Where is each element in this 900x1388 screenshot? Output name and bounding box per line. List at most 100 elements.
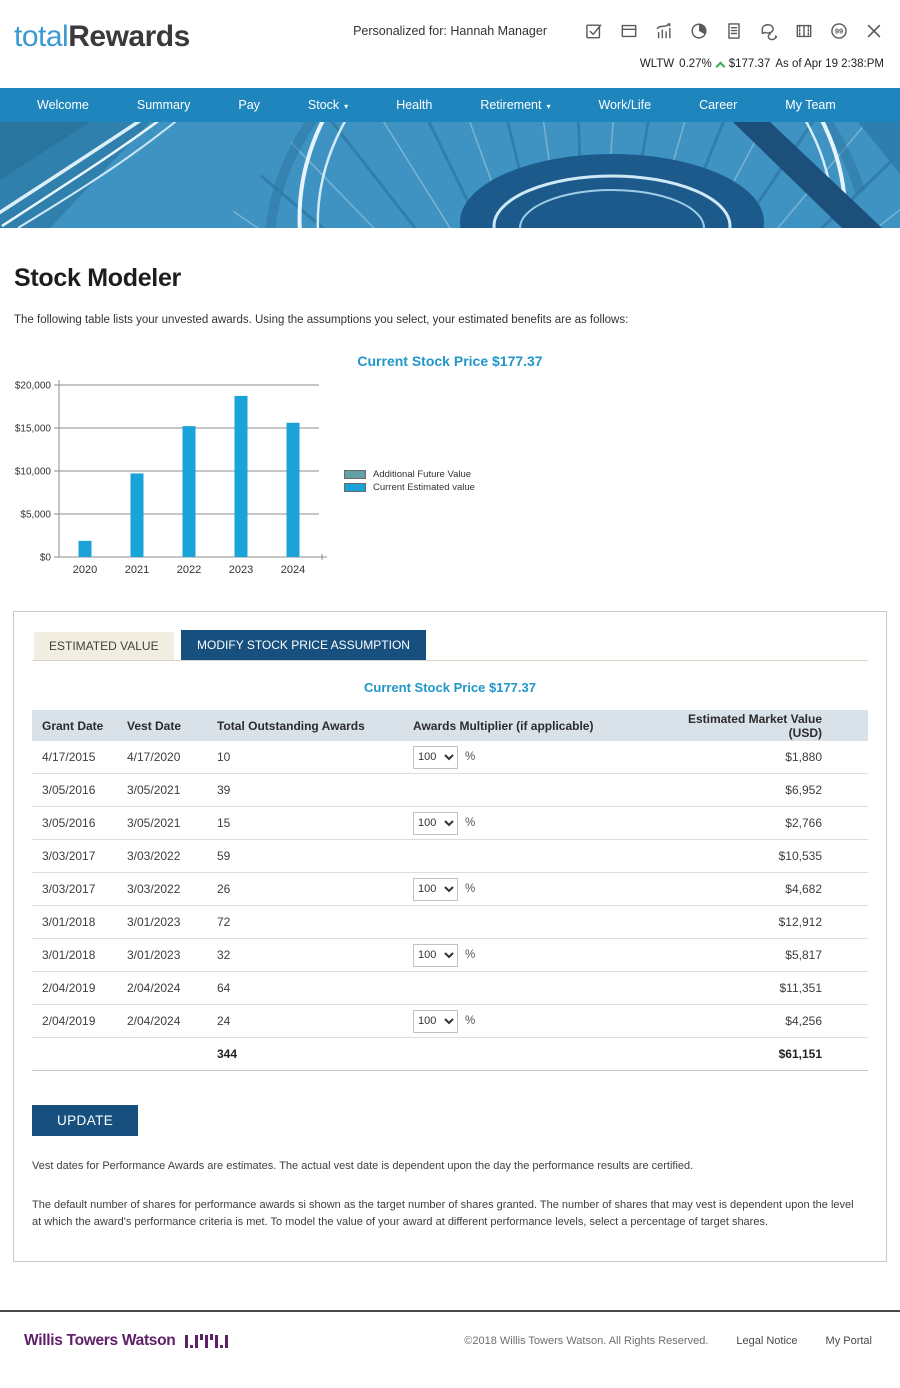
pie-chart-icon[interactable]	[688, 20, 709, 41]
percent-label: %	[465, 883, 476, 895]
stock-chart: $0 $5,000 $10,000 $15,000 $20,000 2020 2021 202…	[14, 377, 900, 589]
personalized-for: Personalized for: Hannah Manager	[353, 24, 547, 38]
table-row: 4/17/2015 4/17/2020 10 100% $1,880	[32, 741, 868, 774]
top-header: totalRewards Personalized for: Hannah Ma…	[0, 0, 900, 88]
up-arrow-icon	[715, 61, 726, 71]
film-strip-icon[interactable]	[793, 20, 814, 41]
ticker-price: $177.37	[728, 58, 771, 70]
nav-item-label: My Team	[785, 98, 836, 112]
nav-item-label: Work/Life	[598, 98, 652, 112]
total-awards-cell: 344	[217, 1047, 238, 1061]
chat-icon[interactable]	[758, 20, 779, 41]
wtw-bars-icon	[185, 1334, 229, 1349]
grant-date-cell: 2/04/2019	[42, 981, 96, 995]
grant-date-cell: 4/17/2015	[42, 750, 96, 764]
market-value-cell: $2,766	[785, 816, 822, 830]
awards-cell: 26	[217, 882, 231, 896]
nav-item-label: Pay	[238, 98, 260, 112]
multiplier-cell: 100%	[413, 811, 665, 835]
nav-item-health[interactable]: Health	[372, 88, 456, 122]
total-rewards-logo[interactable]: totalRewards	[14, 20, 190, 54]
vest-date-cell: 3/01/2023	[127, 948, 181, 962]
svg-text:$0: $0	[40, 553, 52, 564]
vest-date-cell: 4/17/2020	[127, 750, 181, 764]
awards-multiplier-select[interactable]: 100	[413, 877, 458, 901]
percent-label: %	[465, 1015, 476, 1027]
logo-total-text: total	[14, 20, 69, 53]
grant-date-cell: 3/01/2018	[42, 948, 96, 962]
nav-item-welcome[interactable]: Welcome	[13, 88, 113, 122]
percent-label: %	[465, 751, 476, 763]
brand-text: Willis Towers Watson	[24, 1332, 176, 1350]
svg-text:$20,000: $20,000	[15, 381, 52, 392]
awards-cell: 72	[217, 915, 231, 929]
multiplier-cell: 100%	[413, 877, 665, 901]
update-button[interactable]: UPDATE	[32, 1105, 139, 1136]
awards-cell: 32	[217, 948, 231, 962]
vest-date-cell: 3/03/2022	[127, 849, 181, 863]
nav-item-label: Summary	[136, 98, 191, 112]
legend-swatch	[344, 483, 366, 492]
market-value-cell: $4,682	[785, 882, 822, 896]
growth-chart-icon[interactable]	[653, 20, 674, 41]
column-header: Awards Multiplier (if applicable)	[413, 718, 594, 733]
svg-text:2020: 2020	[73, 564, 97, 576]
nav-item-label: Retirement	[480, 98, 542, 112]
market-value-cell: $1,880	[785, 750, 822, 764]
grant-date-cell: 3/03/2017	[42, 882, 96, 896]
tab-estimated-value[interactable]: ESTIMATED VALUE	[34, 632, 174, 660]
table-row: 2/04/2019 2/04/2024 64 $11,351	[32, 972, 868, 1005]
awards-multiplier-select[interactable]: 100	[413, 811, 458, 835]
nav-item-work-life[interactable]: Work/Life	[574, 88, 675, 122]
total-value-cell: $61,151	[778, 1047, 822, 1061]
ticker-asof: As of Apr 19 2:38:PM	[775, 58, 884, 70]
nav-item-retirement[interactable]: Retirement ▾	[456, 88, 574, 122]
ticker-symbol: WLTW	[639, 58, 675, 70]
tab-bar: ESTIMATED VALUE MODIFY STOCK PRICE ASSUM…	[32, 630, 868, 661]
market-value-cell: $11,351	[779, 981, 823, 995]
check-square-icon[interactable]	[583, 20, 604, 41]
archive-box-icon[interactable]	[618, 20, 639, 41]
nav-item-pay[interactable]: Pay	[214, 88, 284, 122]
column-header: Grant Date	[42, 718, 104, 733]
percent-label: %	[465, 949, 476, 961]
market-value-cell: $6,952	[785, 783, 822, 797]
nav-item-summary[interactable]: Summary	[113, 88, 214, 122]
multiplier-cell: 100%	[413, 943, 665, 967]
document-icon[interactable]	[723, 20, 744, 41]
nav-item-stock[interactable]: Stock ▾	[284, 88, 372, 122]
tab-modify-stock-price-assumption[interactable]: MODIFY STOCK PRICE ASSUMPTION	[181, 630, 426, 660]
table-total-row: 344 $61,151	[32, 1038, 868, 1071]
footnote-1: Vest dates for Performance Awards are es…	[32, 1160, 694, 1172]
svg-text:$5,000: $5,000	[20, 510, 51, 521]
nav-item-my-team[interactable]: My Team	[761, 88, 859, 122]
awards-cell: 64	[217, 981, 231, 995]
grant-date-cell: 3/01/2018	[42, 915, 96, 929]
column-header: Vest Date	[127, 718, 182, 733]
chevron-down-icon: ▾	[344, 101, 349, 111]
column-header: Estimated Market Value (USD)	[687, 711, 822, 740]
vest-date-cell: 3/01/2023	[127, 915, 181, 929]
chart-legend: Additional Future Value Current Estimated…	[344, 469, 475, 495]
market-value-cell: $12,912	[778, 915, 822, 929]
footer: Willis Towers Watson ©2018 Willis Towers…	[0, 1312, 900, 1350]
nav-item-career[interactable]: Career	[675, 88, 761, 122]
awards-cell: 10	[217, 750, 231, 764]
table-row: 2/04/2019 2/04/2024 24 100% $4,256	[32, 1005, 868, 1038]
svg-text:2024: 2024	[281, 564, 305, 576]
my-portal-link[interactable]: My Portal	[825, 1335, 872, 1348]
awards-multiplier-select[interactable]: 100	[413, 1009, 458, 1033]
legend-label: Additional Future Value	[373, 469, 472, 480]
close-icon[interactable]	[863, 20, 884, 41]
awards-cell: 39	[217, 783, 231, 797]
willis-towers-watson-logo[interactable]: Willis Towers Watson	[24, 1332, 229, 1350]
awards-multiplier-select[interactable]: 100	[413, 943, 458, 967]
awards-multiplier-select[interactable]: 100	[413, 745, 458, 769]
table-row: 3/05/2016 3/05/2021 15 100% $2,766	[32, 807, 868, 840]
awards-cell: 24	[217, 1014, 231, 1028]
quote-icon[interactable]: 99	[828, 20, 849, 41]
awards-cell: 15	[217, 816, 231, 830]
modeler-panel: ESTIMATED VALUE MODIFY STOCK PRICE ASSUM…	[13, 611, 887, 1263]
legal-notice-link[interactable]: Legal Notice	[736, 1335, 798, 1348]
vest-date-cell: 3/03/2022	[127, 882, 181, 896]
